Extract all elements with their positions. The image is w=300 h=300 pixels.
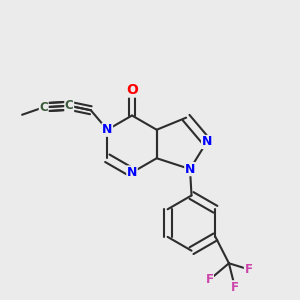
Text: O: O — [126, 83, 138, 97]
Text: N: N — [102, 123, 112, 136]
Text: N: N — [127, 166, 137, 179]
Text: N: N — [202, 136, 212, 148]
Text: F: F — [231, 281, 239, 294]
Text: C: C — [65, 99, 74, 112]
Text: F: F — [206, 273, 213, 286]
Text: N: N — [185, 163, 195, 176]
Text: F: F — [244, 263, 252, 276]
Text: C: C — [39, 101, 48, 114]
